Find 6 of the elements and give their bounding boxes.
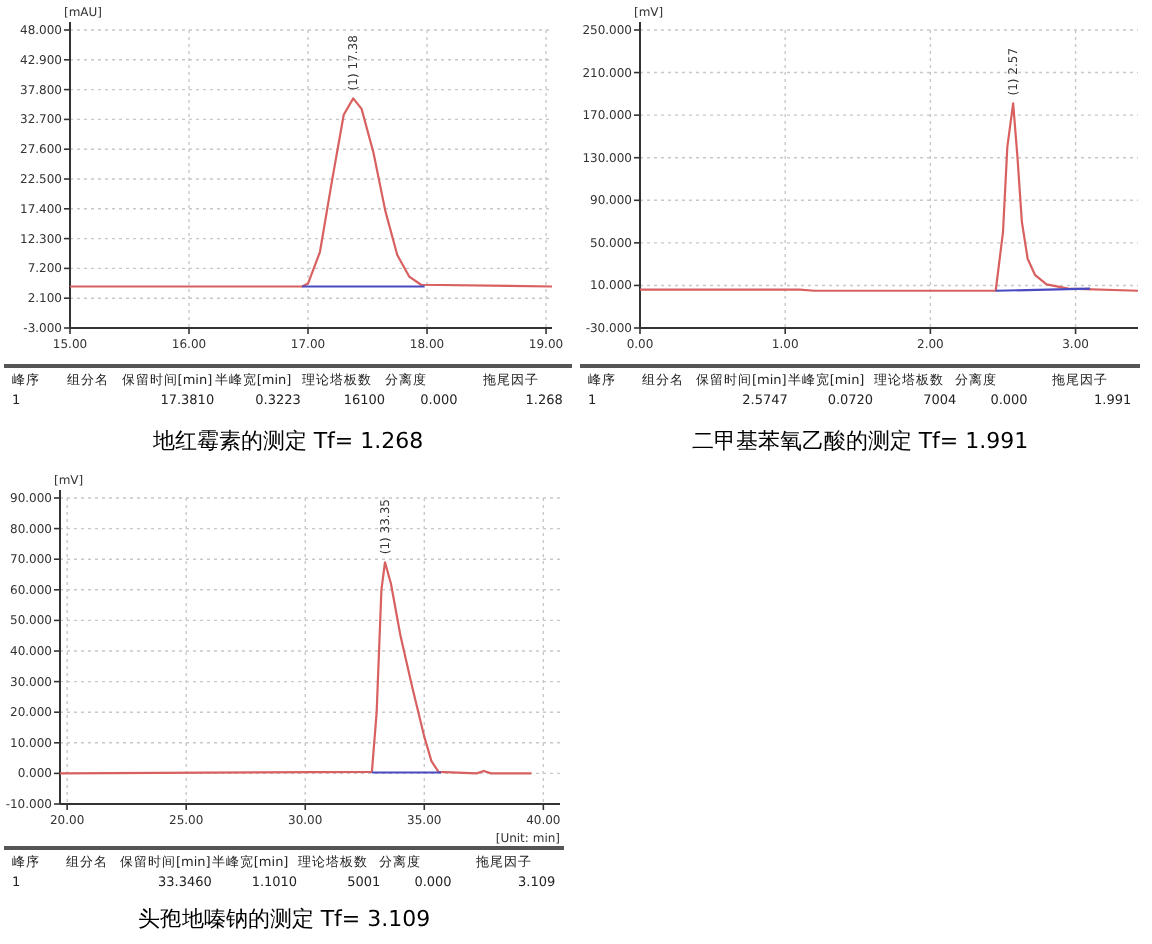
text: 头孢地嗪钠的测定 Tf= 3.109 bbox=[137, 906, 431, 932]
text: 地红霉素的测定 Tf= 1.268 bbox=[150, 428, 424, 454]
line-series bbox=[58, 561, 533, 775]
line-series bbox=[638, 102, 1140, 292]
line-series bbox=[68, 97, 554, 288]
text: 二甲基苯氧乙酸的测定 Tf= 1.991 bbox=[691, 428, 1029, 454]
